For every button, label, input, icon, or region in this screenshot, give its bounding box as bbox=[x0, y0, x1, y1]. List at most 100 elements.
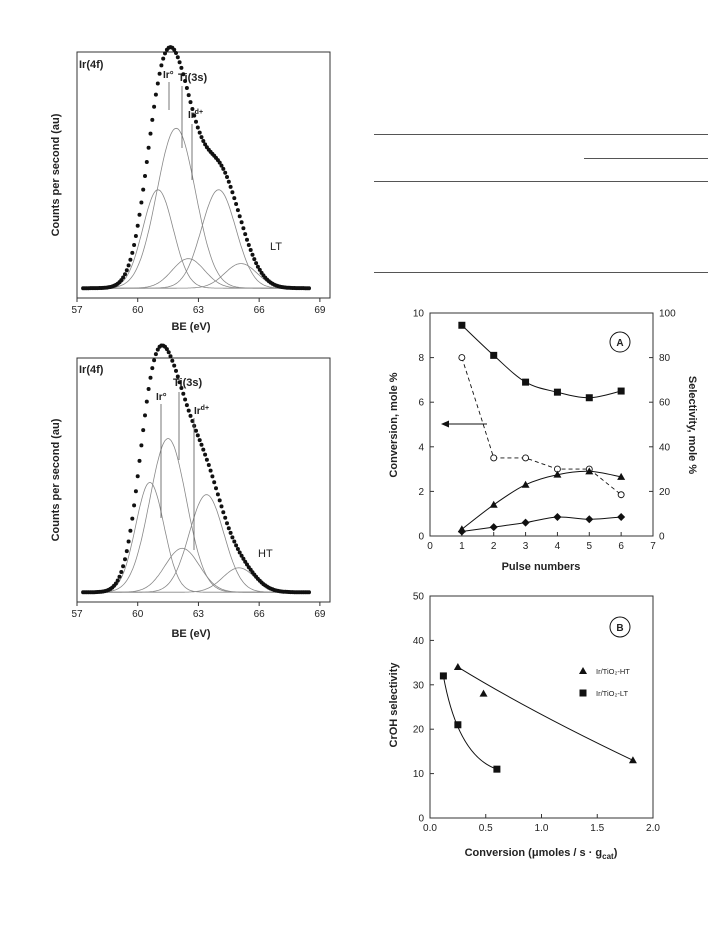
data-point-diamond bbox=[585, 515, 594, 524]
data-point bbox=[210, 474, 215, 479]
y-tick-label-right: 40 bbox=[659, 442, 671, 453]
data-point bbox=[141, 187, 146, 192]
data-point bbox=[126, 263, 131, 268]
data-point bbox=[153, 352, 158, 357]
data-point bbox=[199, 442, 204, 447]
data-point bbox=[148, 375, 153, 380]
data-point bbox=[144, 160, 149, 164]
data-point bbox=[190, 419, 195, 423]
data-point bbox=[221, 166, 226, 171]
panel-label: Ir(4f) bbox=[79, 364, 104, 376]
data-point bbox=[184, 403, 189, 408]
data-point bbox=[188, 413, 193, 418]
data-point bbox=[150, 117, 155, 122]
peak-label-ir0: Ir° bbox=[163, 70, 174, 81]
data-point bbox=[234, 543, 239, 548]
data-point bbox=[113, 581, 118, 586]
data-point bbox=[174, 368, 178, 373]
x-tick-label: 0.0 bbox=[423, 823, 437, 834]
data-point bbox=[223, 515, 228, 520]
data-point bbox=[188, 100, 193, 105]
x-tick-label: 2 bbox=[491, 541, 497, 552]
x-tick-label: 57 bbox=[71, 305, 83, 316]
data-point-diamond bbox=[521, 518, 530, 527]
data-point bbox=[164, 347, 169, 352]
data-point bbox=[239, 220, 244, 225]
data-point bbox=[132, 503, 137, 508]
x-tick-label: 60 bbox=[132, 305, 144, 316]
data-point-square bbox=[522, 378, 530, 386]
x-tick-label: 6 bbox=[618, 541, 624, 552]
data-point bbox=[215, 492, 220, 497]
data-point bbox=[121, 275, 126, 280]
x-tick-label: 63 bbox=[193, 609, 205, 620]
data-point bbox=[115, 578, 120, 583]
data-point-diamond bbox=[617, 513, 626, 522]
data-point bbox=[186, 408, 191, 413]
data-point bbox=[243, 232, 248, 237]
data-point bbox=[130, 250, 135, 255]
plot-frame bbox=[76, 51, 331, 299]
data-point bbox=[175, 374, 180, 379]
panel-letter: A bbox=[616, 338, 623, 349]
data-point bbox=[146, 145, 151, 150]
x-axis-label: Pulse numbers bbox=[502, 561, 581, 573]
data-point bbox=[212, 480, 217, 485]
data-point bbox=[135, 474, 140, 479]
data-point bbox=[132, 243, 137, 247]
data-point bbox=[177, 60, 182, 65]
data-point bbox=[223, 170, 228, 175]
data-point bbox=[230, 535, 235, 540]
y-tick-label: 50 bbox=[413, 592, 425, 603]
data-point bbox=[235, 208, 240, 213]
data-point bbox=[155, 81, 160, 86]
y-tick-label-right: 100 bbox=[659, 309, 676, 320]
data-point bbox=[208, 468, 213, 473]
series-line-ht bbox=[457, 666, 634, 761]
y-tick-label: 20 bbox=[413, 725, 425, 736]
data-point bbox=[137, 458, 142, 463]
xlabel-end: ) bbox=[614, 847, 618, 859]
data-point bbox=[143, 413, 147, 418]
legend-label-lt: Ir/TiO₂-LT bbox=[596, 689, 628, 698]
data-point-square bbox=[454, 721, 462, 729]
data-point bbox=[183, 397, 188, 402]
data-point bbox=[226, 179, 231, 184]
data-point bbox=[152, 358, 157, 363]
data-point bbox=[172, 363, 177, 368]
ir0-label: Ir° bbox=[163, 70, 174, 81]
data-point bbox=[219, 163, 224, 168]
data-point bbox=[179, 386, 184, 390]
y-tick-label-left: 2 bbox=[418, 487, 424, 498]
x-tick-label: 1.0 bbox=[535, 823, 549, 834]
y-tick-label: 30 bbox=[413, 680, 425, 691]
data-point bbox=[184, 86, 189, 90]
data-point-triangle bbox=[453, 663, 462, 671]
data-point bbox=[228, 530, 233, 535]
data-point bbox=[225, 175, 229, 179]
data-point bbox=[195, 125, 200, 130]
plot-frame bbox=[76, 357, 331, 603]
data-point bbox=[166, 350, 171, 355]
data-point bbox=[228, 184, 233, 189]
y-tick-label-left: 8 bbox=[418, 353, 424, 364]
data-point-triangle bbox=[521, 480, 530, 488]
x-tick-label: 57 bbox=[71, 609, 83, 620]
y-axis-label-left: Conversion, mole % bbox=[388, 372, 400, 477]
data-point-triangle bbox=[479, 689, 488, 697]
data-point-square bbox=[585, 394, 593, 402]
data-point-triangle bbox=[489, 500, 498, 508]
data-point bbox=[135, 223, 140, 228]
data-point bbox=[206, 463, 211, 467]
x-tick-label: 3 bbox=[523, 541, 529, 552]
data-point bbox=[219, 504, 224, 509]
data-point bbox=[237, 214, 242, 219]
peak-label-ir0: Ir° bbox=[156, 392, 167, 403]
legend-label-ht: Ir/TiO₂-HT bbox=[596, 667, 630, 676]
data-point bbox=[194, 119, 198, 124]
data-point bbox=[239, 553, 244, 558]
